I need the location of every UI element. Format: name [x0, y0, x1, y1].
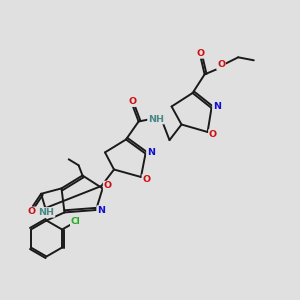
Text: O: O: [28, 207, 36, 216]
Text: NH: NH: [148, 115, 164, 124]
Text: N: N: [97, 206, 105, 215]
Text: O: O: [217, 60, 225, 69]
Text: N: N: [147, 148, 155, 157]
Text: Cl: Cl: [71, 218, 80, 226]
Text: O: O: [209, 130, 217, 139]
Text: NH: NH: [38, 208, 55, 217]
Text: O: O: [128, 97, 137, 106]
Text: O: O: [103, 182, 112, 190]
Text: O: O: [196, 49, 205, 58]
Text: O: O: [142, 175, 151, 184]
Text: N: N: [213, 102, 221, 111]
